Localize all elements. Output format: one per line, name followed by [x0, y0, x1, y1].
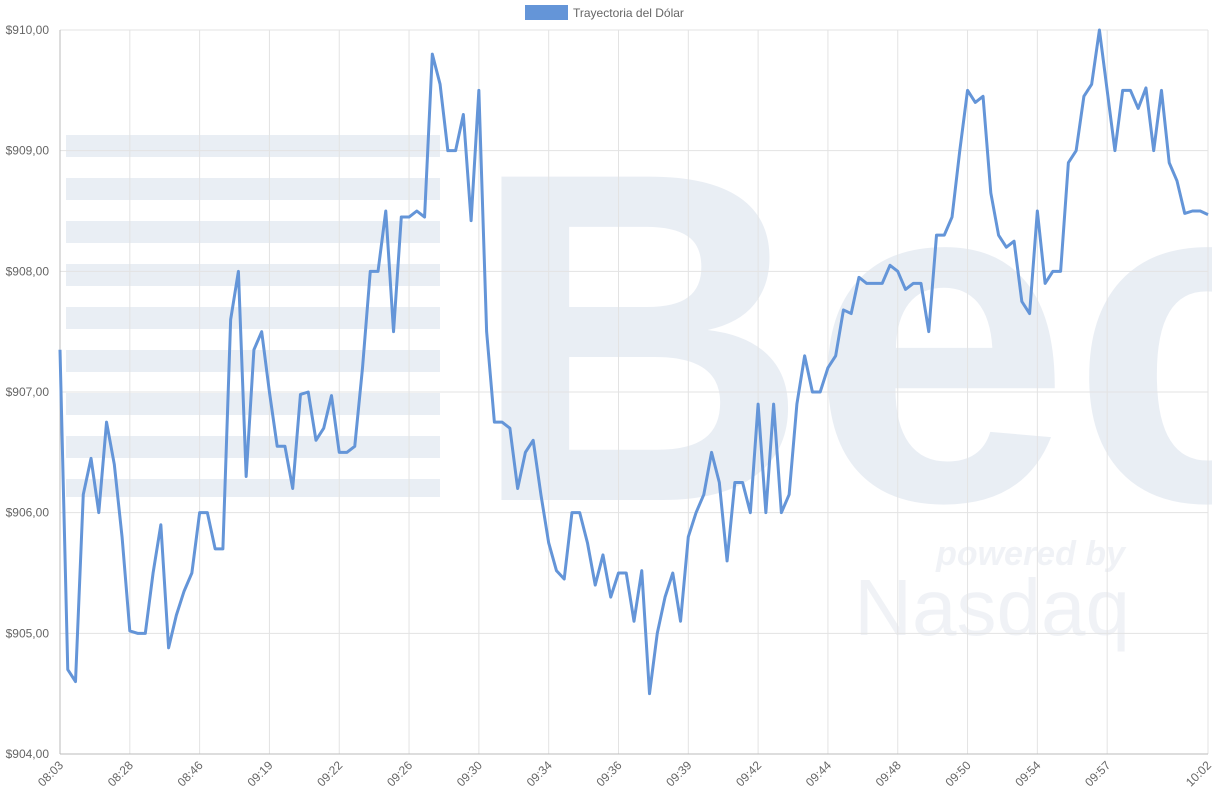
y-tick-label: $909,00 — [6, 144, 50, 158]
x-tick-label: 08:03 — [35, 758, 66, 789]
x-tick-label: 09:34 — [524, 758, 555, 789]
x-tick-label: 09:42 — [733, 758, 764, 789]
y-tick-label: $908,00 — [6, 264, 50, 278]
x-tick-label: 09:39 — [663, 758, 694, 789]
x-tick-label: 09:54 — [1012, 758, 1043, 789]
x-tick-label: 09:57 — [1082, 758, 1113, 789]
y-tick-label: $906,00 — [6, 506, 50, 520]
line-series — [58, 28, 1209, 696]
y-tick-label: $904,00 — [6, 747, 50, 761]
x-tick-label: 09:26 — [384, 758, 415, 789]
y-tick-label: $905,00 — [6, 626, 50, 640]
x-tick-label: 09:36 — [593, 758, 624, 789]
y-tick-label: $910,00 — [6, 23, 50, 37]
legend-label: Trayectoria del Dólar — [573, 6, 684, 20]
x-tick-label: 09:19 — [244, 758, 275, 789]
y-tick-label: $907,00 — [6, 385, 50, 399]
x-tick-label: 09:44 — [803, 758, 834, 789]
x-tick-label: 09:48 — [873, 758, 904, 789]
x-tick-label: 08:28 — [105, 758, 136, 789]
legend-swatch — [525, 5, 568, 20]
x-tick-label: 08:46 — [175, 758, 206, 789]
watermark: Bec powered by Nasdaq — [66, 75, 1212, 652]
watermark-stripes — [66, 135, 440, 497]
watermark-brand: Nasdaq — [854, 563, 1130, 652]
x-tick-label: 10:02 — [1183, 758, 1212, 789]
x-tick-label: 09:30 — [454, 758, 485, 789]
x-tick-label: 09:50 — [943, 758, 974, 789]
x-tick-label: 09:22 — [314, 758, 345, 789]
